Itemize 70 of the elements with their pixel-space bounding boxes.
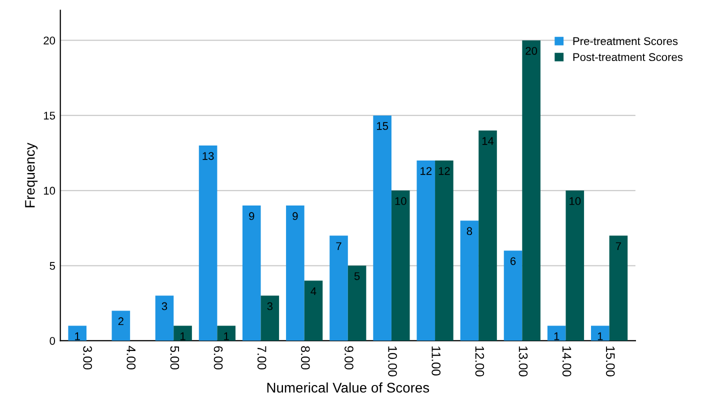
- bar: [198, 145, 218, 341]
- data-label: 20: [526, 46, 538, 55]
- legend-label: Post-treatment Scores: [573, 53, 683, 62]
- bar: [286, 206, 304, 341]
- data-label: 4: [310, 287, 316, 296]
- bar: [547, 326, 566, 341]
- x-tick-label: 3.00: [83, 346, 92, 370]
- bar: [260, 296, 280, 341]
- x-tick-label: 6.00: [214, 346, 223, 370]
- data-label: 1: [75, 332, 80, 340]
- data-label: 3: [267, 302, 273, 310]
- x-tick-label: 15.00: [606, 346, 615, 376]
- x-tick-label: 9.00: [344, 346, 354, 370]
- x-tick-label: 11.00: [432, 346, 441, 376]
- data-label: 1: [598, 332, 603, 340]
- data-label: 6: [510, 257, 516, 266]
- data-label: 7: [336, 242, 342, 250]
- data-label: 10: [395, 197, 406, 206]
- bar: [460, 220, 479, 341]
- data-label: 12: [420, 167, 432, 175]
- data-label: 10: [570, 197, 581, 206]
- data-label: 13: [202, 152, 214, 160]
- bar: [391, 190, 410, 341]
- bar: [304, 280, 323, 341]
- bar: [174, 326, 192, 341]
- bar: [242, 206, 261, 341]
- bar: [373, 115, 392, 341]
- data-label: 12: [438, 167, 450, 175]
- y-axis-title: Frequency: [25, 142, 38, 208]
- data-label: 7: [616, 242, 621, 250]
- data-label: 3: [162, 302, 168, 310]
- data-label: 1: [180, 332, 186, 340]
- bar: [591, 326, 610, 341]
- data-label: 8: [466, 227, 472, 236]
- bar: [522, 40, 540, 341]
- bar: [330, 236, 348, 341]
- x-tick-label: 10.00: [388, 346, 397, 376]
- bar: [478, 130, 497, 341]
- x-tick-label: 4.00: [126, 346, 136, 370]
- data-label: 9: [249, 212, 254, 220]
- data-label: 14: [482, 137, 494, 145]
- x-axis-title: Numerical Value of Scores: [267, 382, 430, 393]
- data-label: 1: [554, 332, 560, 340]
- bar: [155, 296, 174, 341]
- y-tick-label: 15: [44, 112, 56, 120]
- y-tick-label: 20: [44, 36, 56, 44]
- data-label: 15: [376, 122, 388, 130]
- x-tick-label: 7.00: [257, 346, 266, 370]
- x-tick-label: 5.00: [170, 346, 180, 370]
- bar: [504, 250, 522, 341]
- y-tick-label: 10: [44, 186, 56, 195]
- legend-label: Pre-treatment Scores: [573, 37, 678, 46]
- data-label: 2: [118, 317, 124, 326]
- bar: [416, 160, 436, 341]
- bar: [217, 326, 236, 341]
- bar: [348, 266, 366, 341]
- bar: [435, 160, 454, 341]
- x-tick-label: 8.00: [300, 346, 310, 370]
- x-tick-label: 13.00: [518, 346, 528, 376]
- bar: [566, 190, 584, 341]
- bar: [609, 236, 628, 341]
- y-tick-label: 5: [50, 262, 56, 270]
- data-label: 1: [224, 332, 229, 340]
- bar: [112, 310, 130, 341]
- data-label: 9: [292, 212, 298, 220]
- x-tick-label: 12.00: [475, 346, 484, 376]
- data-label: 5: [354, 272, 360, 280]
- y-tick-label: 0: [50, 336, 56, 345]
- x-tick-label: 14.00: [562, 346, 572, 376]
- bar: [68, 326, 86, 341]
